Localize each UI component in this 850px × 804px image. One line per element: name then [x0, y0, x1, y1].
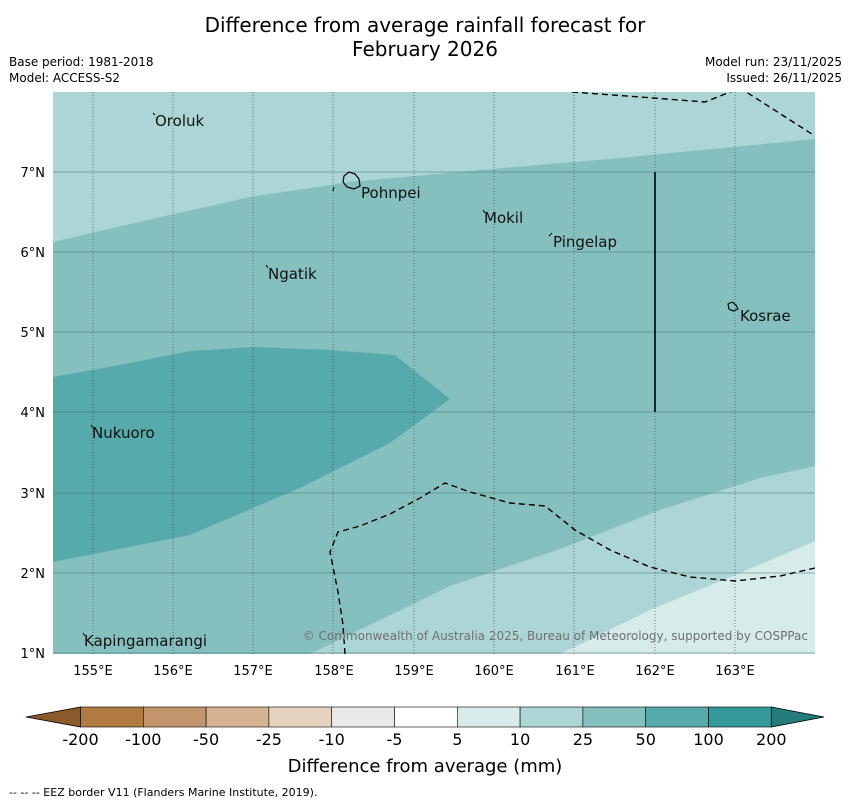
- colorbar-tick: 25: [573, 730, 593, 749]
- colorbar-segment: [582, 706, 647, 728]
- place-label: Nukuoro: [92, 424, 155, 442]
- lon-tick: 155°E: [73, 664, 113, 679]
- colorbar-tick: -100: [125, 730, 161, 749]
- lon-tick: 157°E: [233, 664, 273, 679]
- place-label: Pingelap: [553, 233, 617, 251]
- lon-tick: 159°E: [394, 664, 434, 679]
- lat-tick: 4°N: [21, 406, 46, 421]
- lat-tick: 5°N: [21, 326, 46, 341]
- copyright-text: © Commonwealth of Australia 2025, Bureau…: [303, 629, 808, 643]
- lat-tick-labels: 7°N 6°N 5°N 4°N 3°N 2°N 1°N: [21, 166, 46, 662]
- colorbar-tick: 100: [693, 730, 724, 749]
- place-labels: Oroluk Pohnpei Mokil Pingelap Ngatik Kos…: [84, 112, 791, 650]
- lat-tick: 2°N: [21, 567, 46, 582]
- chart-title: Difference from average rainfall forecas…: [0, 13, 850, 61]
- lat-tick: 6°N: [21, 246, 46, 261]
- colorbar-extend-low: [25, 706, 81, 728]
- colorbar-segment: [80, 706, 144, 728]
- band-50-100: [53, 347, 450, 562]
- colorbar-tick-labels: -200 -100 -50 -25 -10 -5 5 10 25 50 100 200: [62, 730, 786, 749]
- colorbar-tick: -200: [62, 730, 98, 749]
- colorbar-label: Difference from average (mm): [287, 756, 563, 777]
- atoll-markers: [82, 112, 553, 637]
- lat-gridlines: [53, 171, 815, 654]
- lon-tick: 162°E: [635, 664, 675, 679]
- lat-tick: 7°N: [21, 166, 46, 181]
- colorbar-segment: [268, 706, 332, 728]
- place-label: Pohnpei: [361, 184, 421, 202]
- lon-tick: 160°E: [474, 664, 514, 679]
- pohnpei-island: [342, 171, 361, 190]
- model-name: Model: ACCESS-S2: [9, 71, 121, 85]
- colorbar-segment: [645, 706, 709, 728]
- colorbar-tick: 10: [510, 730, 530, 749]
- forecast-map: Oroluk Pohnpei Mokil Pingelap Ngatik Kos…: [53, 92, 815, 654]
- colorbar: [25, 706, 825, 728]
- colorbar-segment: [519, 706, 584, 728]
- lon-tick: 163°E: [715, 664, 755, 679]
- place-label: Kapingamarangi: [84, 632, 207, 650]
- colorbar-tick: -10: [319, 730, 345, 749]
- lon-tick-labels: 155°E 156°E 157°E 158°E 159°E 160°E 161°…: [73, 664, 755, 679]
- kosrae-island: [727, 301, 739, 312]
- colorbar-segment: [456, 706, 521, 728]
- place-label: Oroluk: [155, 112, 204, 130]
- lon-tick: 158°E: [314, 664, 354, 679]
- base-period: Base period: 1981-2018: [9, 55, 154, 69]
- meta-right: Model run: 23/11/2025 Issued: 26/11/2025: [705, 54, 842, 86]
- colorbar-tick: -5: [387, 730, 403, 749]
- colorbar-extend-high: [770, 706, 825, 728]
- place-label: Kosrae: [740, 307, 791, 325]
- band-5-10: [560, 541, 815, 654]
- colorbar-segment: [331, 706, 395, 728]
- title-line-1: Difference from average rainfall forecas…: [204, 13, 646, 37]
- lat-tick: 1°N: [21, 647, 46, 662]
- colorbar-tick: -25: [256, 730, 282, 749]
- colorbar-tick: 200: [756, 730, 787, 749]
- colorbar-tick: 5: [452, 730, 462, 749]
- model-run: Model run: 23/11/2025: [704, 55, 842, 69]
- meta-left: Base period: 1981-2018 Model: ACCESS-S2: [9, 54, 154, 86]
- place-label: Mokil: [484, 209, 523, 227]
- eez-footnote: -- -- -- EEZ border V11 (Flanders Marine…: [9, 786, 318, 799]
- place-label: Ngatik: [268, 265, 317, 283]
- eez-borders: [329, 92, 815, 654]
- lon-tick: 161°E: [555, 664, 595, 679]
- lon-tick: 156°E: [153, 664, 193, 679]
- colorbar-segment: [708, 706, 772, 728]
- issued-date: Issued: 26/11/2025: [726, 71, 842, 85]
- colorbar-segment: [394, 706, 458, 728]
- colorbar-tick: -50: [193, 730, 219, 749]
- colorbar-segment: [205, 706, 270, 728]
- title-line-2: February 2026: [352, 37, 498, 61]
- colorbar-tick: 50: [636, 730, 656, 749]
- colorbar-segment: [143, 706, 207, 728]
- lat-tick: 3°N: [21, 487, 46, 502]
